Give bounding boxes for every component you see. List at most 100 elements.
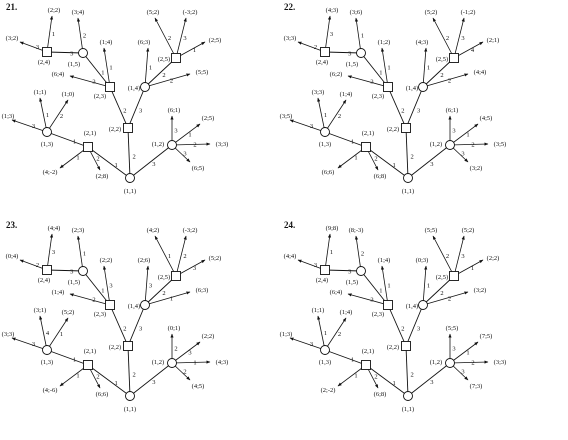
terminal-edge (453, 17, 465, 59)
payoff-label: (3;2) (6, 35, 19, 42)
terminal-edge (144, 47, 150, 88)
payoff-label: (5;2) (462, 227, 475, 234)
payoff-label: (3;5) (280, 113, 293, 120)
payoff-label: (3;3) (494, 359, 507, 366)
player-2-node (320, 47, 330, 57)
action-label: 3 (461, 369, 464, 376)
player-2-node (83, 360, 93, 370)
payoff-label: (6;1) (168, 107, 181, 114)
payoff-label: (6;2) (330, 71, 343, 78)
payoff-label: (3;4) (72, 9, 85, 16)
action-label: 2 (446, 35, 449, 42)
node-label: (2,4) (38, 277, 50, 284)
terminal-edge (154, 17, 177, 59)
payoff-label: (4;5) (192, 383, 205, 390)
action-label: 1 (101, 70, 104, 77)
player-1-node (167, 140, 177, 150)
node-label: (1,4) (406, 303, 418, 310)
player-1-node (320, 127, 330, 137)
terminal-edge (347, 75, 389, 88)
player-2-node (449, 53, 459, 63)
payoff-label: (5;5) (446, 325, 459, 332)
tree-edge (407, 362, 451, 397)
action-label: 2 (170, 78, 173, 85)
player-2-node (83, 142, 93, 152)
node-label: (2,4) (38, 59, 50, 66)
payoff-label: (4;5) (480, 115, 493, 122)
action-label: 1 (52, 31, 55, 38)
action-label: 3 (139, 326, 142, 333)
payoff-label: (1;4) (340, 91, 353, 98)
action-label: 2 (162, 290, 165, 297)
payoff-label: (3;2) (474, 287, 487, 294)
terminal-edge (432, 235, 455, 277)
terminal-edge (449, 142, 489, 146)
action-label: 2 (183, 369, 186, 376)
action-label: 1 (351, 138, 354, 145)
payoff-label: (2;2) (202, 333, 215, 340)
action-label: 2 (36, 262, 39, 269)
action-label: 1 (330, 249, 333, 256)
payoff-label: (6;4) (52, 71, 65, 78)
payoff-label: (6;6) (96, 391, 109, 398)
tree-edge (324, 269, 362, 272)
player-1-node (78, 48, 88, 58)
terminal-edge (347, 293, 389, 306)
action-label: 2 (193, 142, 196, 149)
action-label: 2 (338, 331, 341, 338)
action-label: 1 (109, 65, 112, 72)
node-label: (1,3) (41, 359, 53, 366)
problem-number: 23. (6, 220, 17, 230)
terminal-edge (46, 99, 69, 133)
action-label: 1 (114, 380, 117, 387)
tree-edge (46, 51, 84, 54)
tree-edge (127, 127, 131, 179)
payoff-label: (0;1) (168, 325, 181, 332)
action-label: 3 (430, 379, 433, 386)
payoff-label: (2;2) (100, 257, 113, 264)
action-label: 1 (379, 70, 382, 77)
tree-edge (144, 275, 177, 306)
terminal-edge (175, 17, 187, 59)
action-label: 1 (361, 33, 364, 40)
action-label: 1 (392, 162, 395, 169)
tree-edge (87, 146, 131, 179)
action-label: 1 (351, 356, 354, 363)
terminal-edge (144, 265, 150, 306)
payoff-label: (3;3) (284, 35, 297, 42)
player-2-node (123, 341, 133, 351)
action-label: 2 (162, 72, 165, 79)
payoff-label: (4;3) (416, 39, 429, 46)
action-label: 2 (338, 113, 341, 120)
terminal-edge (449, 360, 489, 364)
terminal-edge (317, 97, 326, 133)
payoff-label: (1;1) (34, 89, 47, 96)
node-label: (2,3) (372, 311, 384, 318)
action-label: 3 (36, 44, 39, 51)
terminal-edge (324, 15, 332, 53)
payoff-label: (4;-6) (43, 387, 58, 394)
action-label: 1 (387, 65, 390, 72)
payoff-label: (-1;2) (461, 9, 476, 16)
node-label: (2,5) (158, 274, 170, 281)
node-label: (2,1) (362, 130, 374, 137)
action-label: 1 (466, 132, 469, 139)
player-2-node (105, 82, 115, 92)
action-label: 1 (193, 360, 196, 367)
payoff-label: (2;8) (96, 173, 109, 180)
node-label: (2,5) (436, 274, 448, 281)
action-label: 2 (410, 154, 413, 161)
tree-edge (387, 304, 407, 347)
terminal-edge (324, 317, 347, 351)
player-1-node (320, 345, 330, 355)
player-1-node (403, 173, 413, 183)
action-label: 1 (149, 65, 152, 72)
player-1-node (445, 140, 455, 150)
payoff-label: (6;3) (196, 287, 209, 294)
action-label: 2 (174, 346, 177, 353)
action-label: 3 (452, 128, 455, 135)
terminal-edge (11, 337, 48, 351)
